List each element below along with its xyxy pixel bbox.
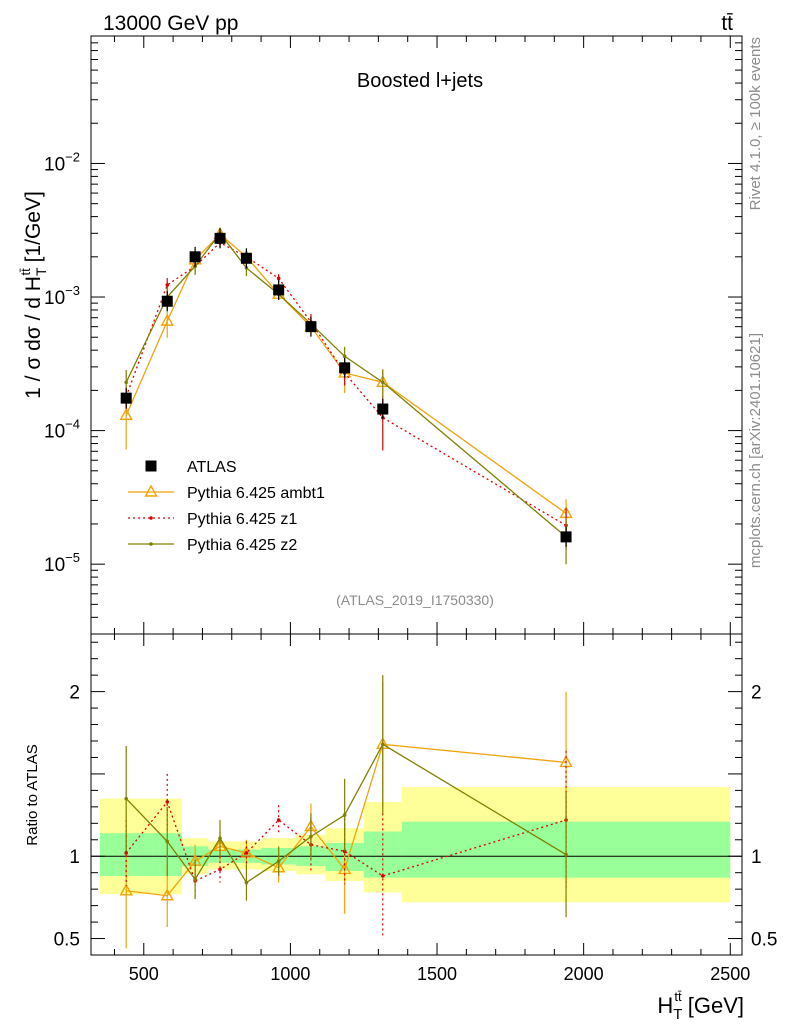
ratio-line-2 [125,743,567,884]
y-axis-label: 1 / σ dσ / d HTtt̄ [1/GeV] [18,191,49,399]
rivet-version-label: Rivet 4.1.0, ≥ 100k events [747,37,764,210]
series-line-1 [125,241,567,526]
legend-label-data: ATLAS [187,459,237,476]
main-panel: 10−5 10−4 10−3 10−2 Boosted l+jets (ATLAS_2… [18,35,743,635]
series-point-2 [380,380,385,385]
data-point [240,252,252,264]
y-tick-label: 10−5 [44,550,80,576]
y-tick-label: 10−4 [44,417,80,443]
series-point-0 [160,313,174,326]
ratio-point-0 [160,888,174,901]
y-tick-label: 1 [69,847,80,868]
series-point-1 [165,283,170,287]
svg-text:1 / σ dσ / d HTtt̄ [1/GeV]: 1 / σ dσ / d HTtt̄ [1/GeV] [18,191,49,399]
ratio-point-2 [124,796,128,801]
data-point [339,362,351,374]
ratio-point-1 [244,851,249,855]
ratio-point-2 [309,834,313,839]
ratio-point-0 [119,883,133,896]
ratio-point-2 [218,836,222,840]
data-point [377,403,389,415]
y-tick-label: 2 [69,683,80,704]
y-tick-label-right: 0.5 [751,930,777,951]
series-point-1 [276,276,281,281]
ratio-point-2 [564,852,568,857]
ratio-point-1 [165,800,170,804]
data-point [161,295,173,307]
process-label: tt̄ [721,12,733,35]
x-tick-label: 500 [129,964,159,984]
series-point-2 [124,380,128,385]
data-point [305,321,317,333]
x-tick-label: 2000 [564,964,604,984]
energy-label: 13000 GeV pp [103,12,238,35]
y-tick-label-right: 1 [751,847,762,868]
ratio-axis-label: Ratio to ATLAS [24,744,41,845]
legend-marker-0 [144,484,158,497]
legend-label-2: Pythia 6.425 z2 [187,537,297,554]
x-tick-label: 1000 [270,964,310,984]
data-point [214,232,226,244]
svg-text:HTtt̄ [GeV]: HTtt̄ [GeV] [657,989,744,1023]
series-point-2 [342,354,347,359]
x-tick-label: 2500 [710,964,750,984]
ratio-line-1 [125,800,567,882]
ratio-line-0 [126,743,567,897]
y-tick-label: 10−3 [44,283,80,309]
data-point [560,531,572,543]
data-point [120,392,132,404]
ratio-point-1 [124,851,128,855]
analysis-id-label: (ATLAS_2019_I1750330) [336,592,494,608]
data-point [273,284,285,296]
ratio-point-2 [165,839,170,844]
y-tick-label: 0.5 [54,930,80,951]
legend-marker-data [145,460,157,472]
legend-marker-2 [149,542,153,546]
chart-title: Boosted l+jets [357,70,483,92]
legend-label-1: Pythia 6.425 z1 [187,511,297,528]
x-tick-label: 1500 [417,964,457,984]
ratio-point-2 [193,877,197,882]
y-tick-label: 10−2 [44,149,80,175]
ratio-point-2 [244,880,249,885]
ratio-point-2 [276,859,281,863]
legend: ATLAS Pythia 6.425 ambt1 Pythia 6.425 z1 Py… [128,459,325,554]
legend-marker-1 [149,516,153,520]
ratio-point-1 [276,818,281,822]
y-tick-label-right: 2 [751,683,762,704]
ratio-point-2 [342,813,347,817]
ratio-frame [90,633,743,956]
series-line-2 [125,232,567,538]
ratio-point-1 [218,867,222,872]
series-point-0 [119,407,133,421]
series-line-0 [125,233,567,514]
ratio-point-1 [380,874,385,878]
x-axis-label: HTtt̄ [GeV] [657,989,744,1023]
data-point [189,251,201,263]
legend-label-0: Pythia 6.425 ambt1 [187,485,325,502]
mcplots-label: mcplots.cern.ch [arXiv:2401.10621] [747,333,764,568]
ratio-point-2 [380,742,385,747]
